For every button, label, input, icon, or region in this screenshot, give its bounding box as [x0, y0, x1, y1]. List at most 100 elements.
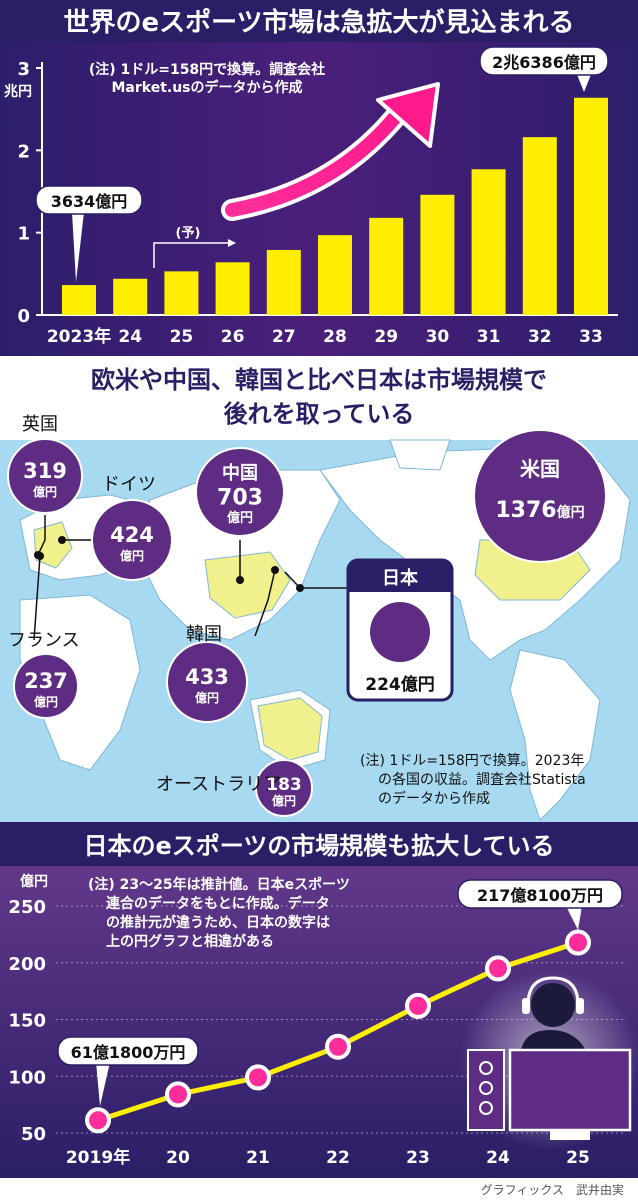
section3-note-line1: (注) 23〜25年は推計値。日本eスポーツ	[88, 876, 350, 893]
bar-chart-x-labels: 2023年 24 25 26 27 28 29 30 31 32 33	[47, 326, 603, 347]
bar-chart-x-label: 27	[272, 327, 296, 347]
country-value: 433	[185, 665, 229, 689]
country-bubble	[166, 641, 248, 723]
bar-chart-y-tick-label: 0	[17, 306, 30, 327]
section1-title: 世界のeスポーツ市場は急拡大が見込まれる	[63, 7, 574, 38]
bar-chart-x-label: 32	[528, 327, 552, 347]
bar-chart-x-label: 25	[170, 327, 194, 347]
country-value: 424	[110, 523, 154, 547]
line-chart-x-label: 23	[406, 1148, 430, 1168]
forecast-bracket	[153, 239, 236, 268]
section1-note-line1: (注) 1ドル=158円で換算。調査会社	[89, 61, 325, 78]
bar-chart-bar	[471, 169, 506, 315]
country-bubble	[7, 438, 83, 514]
bar-chart-y-tick-label: 3	[17, 59, 30, 80]
bar-chart-bar	[420, 194, 455, 315]
country-value: 183	[266, 775, 302, 795]
section3-note-line2: 連合のデータをもとに作成。データ	[106, 895, 330, 912]
country-name: フランス	[8, 630, 80, 651]
line-chart-x-label: 24	[486, 1148, 510, 1168]
section1-note-line2: Market.usのデータから作成	[111, 79, 302, 96]
bar-chart-x-label: 2023年	[47, 326, 111, 347]
line-chart-y-unit: 億円	[20, 873, 48, 890]
bar-chart-x-label: 24	[118, 327, 142, 347]
line-chart-point	[485, 955, 511, 982]
map-greenland	[389, 439, 451, 471]
japan-box	[346, 558, 454, 702]
country-value: 1376億円	[495, 498, 584, 523]
country-bubble	[13, 653, 79, 719]
forecast-label: (予)	[176, 226, 201, 241]
callout-line-first-text: 61億1800万円	[71, 1043, 186, 1062]
bar-chart-bar	[369, 217, 404, 315]
country-unit: 億円	[34, 694, 58, 709]
bar-chart-y-tick-label: 1	[17, 224, 30, 245]
country-bubble	[195, 447, 285, 537]
credit: グラフィックス 武井由実	[481, 1182, 624, 1197]
line-chart-x-label: 2019年	[66, 1147, 130, 1168]
line-chart-point	[165, 1081, 191, 1108]
bar-chart-bar	[164, 271, 199, 315]
line-chart-x-label: 22	[326, 1148, 350, 1168]
country-bubble	[255, 759, 313, 817]
bar-chart-bars	[62, 97, 608, 315]
line-chart-point	[405, 992, 431, 1019]
bar-chart-bar	[574, 97, 608, 315]
map-dots	[34, 536, 304, 592]
line-chart-y-tick-label: 200	[8, 954, 46, 975]
bar-chart-x-label: 31	[477, 327, 501, 347]
section2-note-line3: のデータから作成	[378, 790, 490, 807]
country-unit: 億円	[33, 484, 57, 499]
section2-title-line2: 後れを取っている	[224, 400, 415, 428]
line-chart-x-labels: 2019年 20 21 22 23 24 25	[66, 1147, 590, 1168]
bar-chart-bar	[266, 249, 301, 315]
section2-note-line1: (注) 1ドル=158円で換算。2023年	[360, 753, 584, 769]
country-unit: 億円	[272, 793, 296, 808]
bar-chart-x-label: 28	[323, 327, 347, 347]
country-value: 703	[217, 485, 263, 510]
bar-chart-y-ticks: 0 1 2 3	[17, 59, 42, 327]
country-name: 韓国	[186, 624, 222, 645]
bar-chart-bar	[318, 235, 352, 315]
bar-chart-y-unit: 兆円	[4, 84, 32, 100]
country-value: 319	[23, 459, 67, 483]
map-south-america	[509, 649, 601, 821]
line-chart-series	[85, 929, 591, 1134]
section2-title-line1: 欧米や中国、韓国と比べ日本は市場規模で	[91, 366, 547, 394]
line-chart-point	[85, 1107, 111, 1134]
japan-label: 日本	[382, 567, 418, 589]
country-name: 米国	[520, 457, 560, 481]
callout-first-bar	[35, 185, 143, 282]
bar-chart-x-label: 26	[221, 327, 245, 347]
line-chart-point	[325, 1033, 351, 1060]
line-chart-x-label: 21	[246, 1148, 270, 1168]
section3-title-bar	[0, 822, 638, 866]
country-name: 中国	[222, 462, 258, 484]
country-bubble	[91, 499, 173, 581]
bar-chart-x-label: 29	[374, 327, 398, 347]
country-value: 237	[24, 669, 68, 693]
callout-last-bar-text: 2兆6386億円	[492, 53, 596, 72]
country-name: オーストラリア	[156, 774, 281, 795]
country-unit: 億円	[227, 510, 253, 526]
bar-chart-x-label: 30	[426, 327, 450, 347]
section1-title-bar	[0, 0, 638, 42]
line-chart-x-label: 20	[166, 1148, 190, 1168]
callout-last-bar	[479, 46, 609, 92]
country-unit: 億円	[120, 548, 144, 563]
callout-first-bar-text: 3634億円	[51, 192, 128, 211]
line-chart-point	[245, 1064, 271, 1091]
line-chart-y-tick-label: 100	[8, 1067, 46, 1088]
growth-arrow-icon	[221, 82, 440, 221]
map-connectors	[33, 515, 360, 641]
map-highlight-china	[204, 551, 291, 619]
section3-note-line3: の推計元が違うため、日本の数字は	[106, 914, 330, 931]
bar-chart-bar	[113, 278, 148, 315]
line-chart-point	[565, 929, 591, 956]
callout-line-last-text: 217億8100万円	[477, 886, 603, 905]
section3-title: 日本のeスポーツの市場規模も拡大している	[83, 832, 554, 860]
section3-note-line4: 上の円グラフと相違がある	[106, 933, 274, 950]
bar-chart-bar	[62, 285, 96, 315]
map-highlight-australia	[257, 697, 323, 761]
